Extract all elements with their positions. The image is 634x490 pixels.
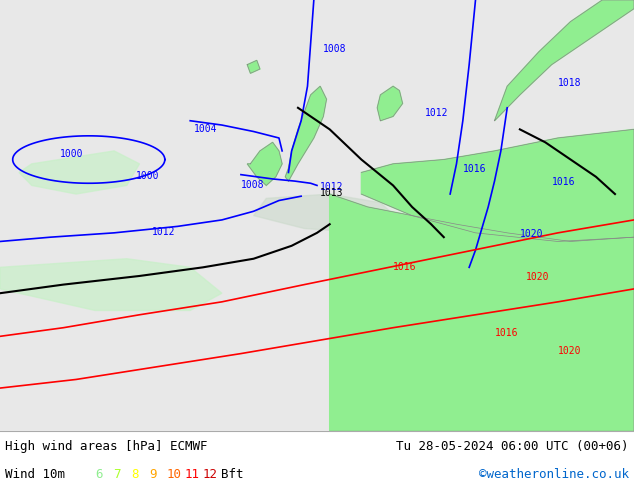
Text: 12: 12 bbox=[203, 468, 218, 481]
Text: 1000: 1000 bbox=[136, 171, 160, 181]
Text: 1013: 1013 bbox=[320, 188, 344, 198]
Text: 1018: 1018 bbox=[558, 78, 581, 88]
Text: 9: 9 bbox=[149, 468, 157, 481]
Text: 1020: 1020 bbox=[526, 272, 550, 282]
Text: ©weatheronline.co.uk: ©weatheronline.co.uk bbox=[479, 468, 629, 481]
Text: 1004: 1004 bbox=[193, 123, 217, 133]
Text: 6: 6 bbox=[95, 468, 103, 481]
Text: Bft: Bft bbox=[221, 468, 243, 481]
Polygon shape bbox=[330, 259, 412, 302]
Polygon shape bbox=[0, 259, 222, 311]
Text: Wind 10m: Wind 10m bbox=[5, 468, 65, 481]
Text: 1012: 1012 bbox=[152, 227, 176, 237]
Text: Tu 28-05-2024 06:00 UTC (00+06): Tu 28-05-2024 06:00 UTC (00+06) bbox=[396, 440, 629, 453]
Text: 10: 10 bbox=[167, 468, 182, 481]
Text: 1008: 1008 bbox=[323, 44, 347, 54]
Text: 1016: 1016 bbox=[495, 328, 518, 338]
Text: 1016: 1016 bbox=[463, 165, 486, 174]
Text: 1020: 1020 bbox=[558, 345, 581, 356]
Polygon shape bbox=[361, 129, 634, 242]
Text: 8: 8 bbox=[131, 468, 138, 481]
Polygon shape bbox=[377, 86, 403, 121]
Polygon shape bbox=[330, 194, 634, 431]
Text: 1000: 1000 bbox=[60, 149, 84, 159]
Text: 7: 7 bbox=[113, 468, 120, 481]
Text: 1012: 1012 bbox=[425, 108, 448, 119]
Text: 11: 11 bbox=[185, 468, 200, 481]
Text: 1020: 1020 bbox=[520, 229, 543, 239]
Text: 1016: 1016 bbox=[552, 177, 575, 187]
Polygon shape bbox=[495, 0, 634, 121]
Polygon shape bbox=[254, 194, 399, 233]
Polygon shape bbox=[285, 86, 327, 181]
Polygon shape bbox=[247, 142, 282, 185]
Text: 1016: 1016 bbox=[393, 262, 417, 271]
Text: High wind areas [hPa] ECMWF: High wind areas [hPa] ECMWF bbox=[5, 440, 207, 453]
Text: 1008: 1008 bbox=[241, 179, 264, 190]
Text: 1012: 1012 bbox=[320, 182, 344, 192]
Polygon shape bbox=[247, 60, 260, 74]
Polygon shape bbox=[19, 151, 139, 194]
